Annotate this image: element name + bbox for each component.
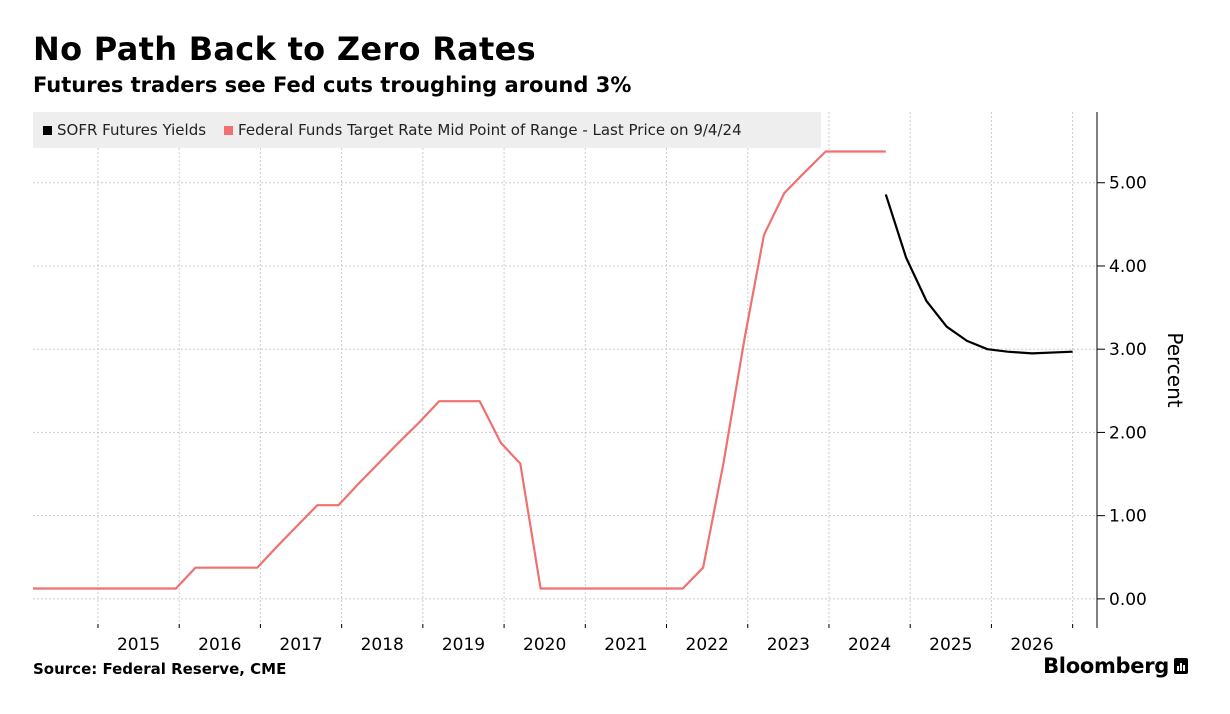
x-tick-label: 2020 bbox=[523, 635, 566, 655]
legend-label-sofr: SOFR Futures Yields bbox=[57, 121, 207, 139]
x-tick-label: 2024 bbox=[848, 635, 891, 655]
legend: SOFR Futures Yields Federal Funds Target… bbox=[33, 112, 821, 148]
y-axis-title: Percent bbox=[1163, 332, 1187, 407]
fed-funds-rate-line bbox=[33, 150, 886, 590]
y-tick-label: 0.00 bbox=[1109, 590, 1147, 610]
x-tick-label: 2023 bbox=[767, 635, 810, 655]
y-tick-label: 4.00 bbox=[1109, 257, 1147, 277]
x-tick-label: 2018 bbox=[361, 635, 404, 655]
source-note: Source: Federal Reserve, CME bbox=[33, 660, 287, 678]
legend-item-fed-funds: Federal Funds Target Rate Mid Point of R… bbox=[224, 121, 742, 139]
bloomberg-bars-icon bbox=[1174, 658, 1188, 674]
x-tick-label: 2016 bbox=[198, 635, 241, 655]
legend-swatch-sofr bbox=[43, 125, 52, 135]
y-tick-label: 2.00 bbox=[1109, 423, 1147, 443]
legend-label-fed-funds: Federal Funds Target Rate Mid Point of R… bbox=[238, 121, 742, 139]
y-tick-label: 5.00 bbox=[1109, 174, 1147, 194]
chart-subtitle: Futures traders see Fed cuts troughing a… bbox=[33, 73, 632, 97]
bloomberg-logo: Bloomberg bbox=[1043, 654, 1188, 678]
chart-title: No Path Back to Zero Rates bbox=[33, 30, 537, 68]
x-tick-label: 2026 bbox=[1010, 635, 1053, 655]
x-tick-label: 2021 bbox=[604, 635, 647, 655]
y-tick-label: 3.00 bbox=[1109, 340, 1147, 360]
x-tick-label: 2025 bbox=[929, 635, 972, 655]
x-tick-label: 2022 bbox=[686, 635, 729, 655]
x-tick-label: 2015 bbox=[117, 635, 160, 655]
legend-item-sofr: SOFR Futures Yields bbox=[43, 121, 206, 139]
brand-text: Bloomberg bbox=[1043, 654, 1169, 678]
legend-swatch-fed-funds bbox=[224, 125, 234, 135]
sofr-futures-line bbox=[884, 194, 1073, 355]
y-tick-label: 1.00 bbox=[1109, 507, 1147, 527]
x-tick-label: 2017 bbox=[279, 635, 322, 655]
x-tick-label: 2019 bbox=[442, 635, 485, 655]
